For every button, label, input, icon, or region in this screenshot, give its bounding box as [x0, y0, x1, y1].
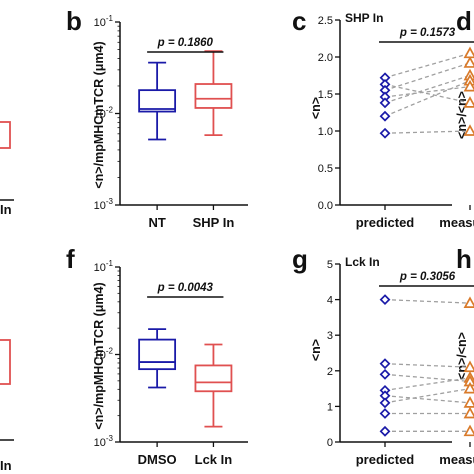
measured-point-c-4	[463, 79, 474, 92]
y-tick-label-g-4: 4	[327, 295, 333, 307]
panel-label-g: g	[292, 244, 308, 274]
y-tick-label-b-0: 10-1	[94, 14, 114, 29]
measured-point-c-5	[463, 96, 474, 108]
y-axis-label-b: <n>/mpMHCmTCR (μm4)	[92, 41, 106, 188]
pair-line-g-3	[384, 377, 471, 392]
y-tick-label-f-1: 10-2	[94, 347, 114, 362]
y-tick-label-c-0: 0.0	[318, 200, 333, 212]
y-tick-label-g-0: 0	[327, 437, 333, 449]
y-tick-label-f-2: 10-3	[94, 434, 114, 449]
box-f-1	[194, 364, 233, 393]
p-value-g: p = 0.3056	[399, 271, 456, 283]
box-b-0	[138, 89, 177, 113]
panel-label-f: f	[66, 244, 75, 274]
y-tick-label-c-4: 2.0	[318, 52, 333, 64]
pair-line-c-0	[384, 52, 471, 79]
pair-line-g-0	[384, 298, 471, 304]
y-axis-label-g: <n>	[309, 339, 323, 361]
measured-point-g-0	[463, 296, 474, 309]
inset-label-lck-in: Lck In	[345, 255, 380, 269]
x-tick-label-f-1: Lck In	[195, 452, 233, 467]
chart-g: 0 1 2 3 4 5 predicted measured p = 0.3056	[327, 259, 474, 467]
measured-point-c-6	[463, 124, 474, 136]
x-tick-label-c-1: measured	[439, 215, 474, 230]
panel-label-h: h	[456, 244, 472, 274]
y-tick-label-c-5: 2.5	[318, 15, 333, 27]
panel-a-partial-category: In	[0, 202, 12, 217]
panel-label-c: c	[292, 6, 306, 36]
pair-line-c-1	[384, 83, 471, 104]
x-tick-label-b-1: SHP In	[193, 215, 235, 230]
y-axis-label-f: <n>/mpMHCmTCR (μm4)	[92, 282, 106, 429]
predicted-point-c-6	[379, 127, 391, 139]
measured-point-c-0	[463, 46, 474, 59]
y-tick-label-f-0: 10-1	[94, 259, 114, 274]
chart-b: NT SHP In p = 0.1860	[115, 21, 248, 230]
measured-point-g-4	[463, 381, 474, 394]
panel-e-partial-box	[0, 339, 11, 385]
p-value-c: p = 0.1573	[399, 27, 456, 39]
x-tick-label-g-1: measured	[439, 452, 474, 467]
y-tick-label-b-1: 10-2	[94, 106, 114, 121]
y-tick-label-g-1: 1	[327, 401, 333, 413]
predicted-point-g-6	[379, 408, 391, 419]
p-value-f: p = 0.0043	[157, 282, 214, 294]
x-tick-label-b-0: NT	[148, 215, 165, 230]
predicted-point-g-7	[379, 425, 391, 437]
pair-line-c-3	[384, 85, 471, 98]
inset-label-shp-in: SHP In	[345, 11, 383, 25]
y-tick-label-c-2: 1.0	[318, 126, 333, 138]
y-tick-label-c-3: 1.5	[318, 89, 333, 101]
box-b-1	[194, 83, 233, 109]
y-tick-label-c-1: 0.5	[318, 163, 333, 175]
pair-line-c-2	[384, 62, 471, 91]
p-value-b: p = 0.1860	[157, 37, 214, 49]
chart-f: DMSO Lck In p = 0.0043	[115, 266, 248, 467]
y-tick-label-g-5: 5	[327, 259, 333, 271]
predicted-point-c-5	[379, 110, 391, 122]
panel-label-d: d	[456, 6, 472, 36]
panel-label-b: b	[66, 6, 82, 36]
x-tick-label-f-0: DMSO	[138, 452, 177, 467]
y-tick-label-b-2: 10-3	[94, 197, 114, 212]
y-tick-label-g-2: 2	[327, 366, 333, 378]
pair-line-c-5	[384, 80, 471, 117]
y-tick-label-g-3: 3	[327, 330, 333, 342]
panel-d-partial-ylabel: <n>/<n>	[455, 91, 469, 139]
pair-line-g-4	[384, 395, 471, 404]
panel-e-partial-category: In	[0, 458, 12, 473]
measured-point-g-6	[463, 406, 474, 419]
measured-point-g-5	[463, 396, 474, 408]
panel-a-partial-box	[0, 121, 11, 149]
x-tick-label-g-0: predicted	[356, 452, 415, 467]
chart-c: 0.0 0.5 1.0 1.5 2.0 2.5 predicted measured p = 0…	[318, 15, 474, 230]
predicted-point-g-5	[379, 397, 391, 409]
pair-line-g-1	[384, 363, 471, 368]
pair-line-c-6	[384, 130, 471, 134]
measured-point-c-1	[463, 56, 474, 68]
x-tick-label-c-0: predicted	[356, 215, 415, 230]
y-axis-label-c: <n>	[309, 97, 323, 119]
predicted-point-g-0	[379, 294, 391, 306]
measured-point-g-7	[463, 424, 474, 437]
pair-line-c-4	[384, 74, 471, 104]
predicted-point-g-2	[379, 368, 391, 380]
box-f-0	[138, 338, 177, 371]
panel-h-partial-ylabel: <n>/<n>	[455, 332, 469, 380]
predicted-point-g-1	[379, 358, 391, 370]
predicted-point-c-4	[379, 97, 391, 109]
pair-line-g-5	[384, 387, 471, 404]
